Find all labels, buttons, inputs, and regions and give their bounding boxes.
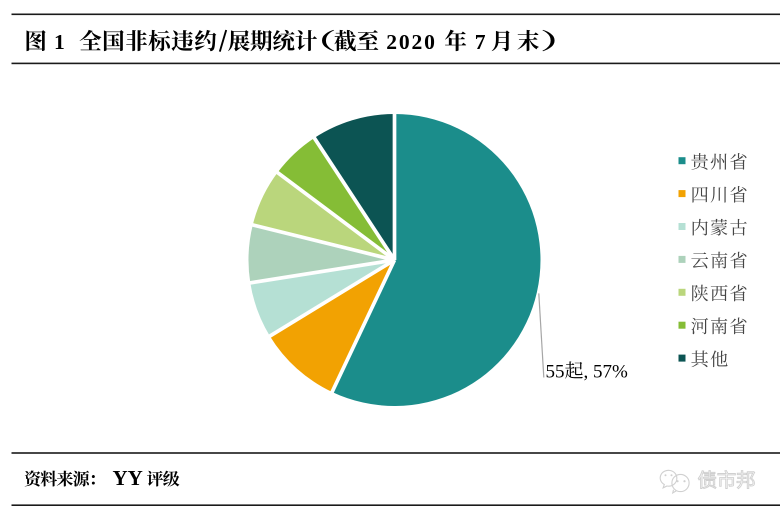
svg-text:2020: 2020 <box>386 30 436 54</box>
svg-text:YY: YY <box>113 466 143 490</box>
svg-text:7: 7 <box>475 30 486 54</box>
svg-text:1: 1 <box>54 30 65 54</box>
svg-text:, 57%: , 57% <box>584 361 629 382</box>
svg-text:55: 55 <box>546 361 565 382</box>
